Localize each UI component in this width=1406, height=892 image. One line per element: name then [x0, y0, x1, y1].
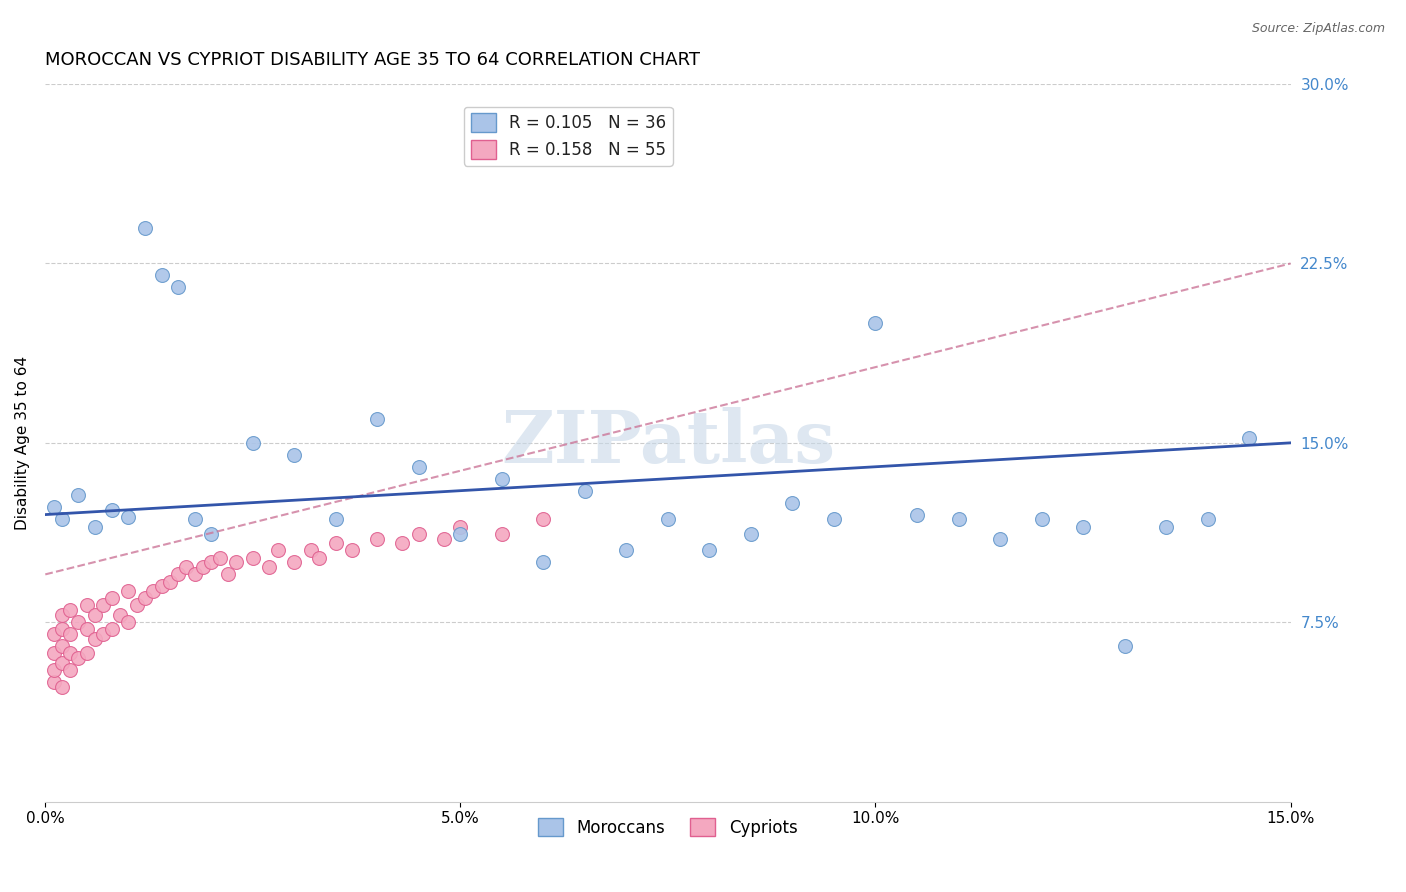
Point — [100, 591, 122, 606]
Point — [574, 483, 596, 498]
Point — [531, 556, 554, 570]
Point — [100, 503, 122, 517]
Point — [823, 512, 845, 526]
Point — [208, 550, 231, 565]
Point — [366, 412, 388, 426]
Text: Source: ZipAtlas.com: Source: ZipAtlas.com — [1251, 22, 1385, 36]
Point — [267, 543, 290, 558]
Point — [84, 632, 107, 646]
Point — [242, 435, 264, 450]
Point — [531, 512, 554, 526]
Point — [84, 608, 107, 623]
Point — [616, 543, 638, 558]
Point — [1237, 431, 1260, 445]
Point — [100, 623, 122, 637]
Point — [242, 550, 264, 565]
Point — [67, 651, 90, 665]
Point — [51, 512, 73, 526]
Point — [42, 500, 65, 515]
Point — [1031, 512, 1053, 526]
Point — [59, 603, 82, 617]
Text: MOROCCAN VS CYPRIOT DISABILITY AGE 35 TO 64 CORRELATION CHART: MOROCCAN VS CYPRIOT DISABILITY AGE 35 TO… — [45, 51, 700, 69]
Point — [76, 623, 98, 637]
Point — [191, 560, 214, 574]
Point — [491, 472, 513, 486]
Point — [948, 512, 970, 526]
Point — [134, 591, 156, 606]
Point — [905, 508, 928, 522]
Point — [1071, 519, 1094, 533]
Point — [1114, 639, 1136, 653]
Point — [117, 584, 139, 599]
Point — [200, 556, 222, 570]
Point — [150, 579, 173, 593]
Point — [1154, 519, 1177, 533]
Point — [225, 556, 247, 570]
Point — [42, 646, 65, 660]
Point — [142, 584, 165, 599]
Y-axis label: Disability Age 35 to 64: Disability Age 35 to 64 — [15, 356, 30, 530]
Point — [167, 567, 190, 582]
Point — [76, 646, 98, 660]
Point — [125, 599, 148, 613]
Point — [259, 560, 281, 574]
Legend: Moroccans, Cypriots: Moroccans, Cypriots — [531, 812, 804, 844]
Point — [159, 574, 181, 589]
Point — [117, 510, 139, 524]
Point — [108, 608, 131, 623]
Point — [76, 599, 98, 613]
Point — [51, 608, 73, 623]
Point — [183, 567, 205, 582]
Point — [51, 680, 73, 694]
Point — [325, 512, 347, 526]
Point — [299, 543, 322, 558]
Point — [167, 280, 190, 294]
Point — [283, 556, 305, 570]
Point — [67, 488, 90, 502]
Point — [176, 560, 198, 574]
Point — [217, 567, 239, 582]
Point — [59, 663, 82, 677]
Point — [366, 532, 388, 546]
Point — [51, 656, 73, 670]
Point — [134, 220, 156, 235]
Point — [491, 526, 513, 541]
Point — [782, 495, 804, 509]
Point — [449, 526, 471, 541]
Point — [988, 532, 1011, 546]
Point — [93, 627, 115, 641]
Point — [93, 599, 115, 613]
Point — [150, 268, 173, 283]
Point — [325, 536, 347, 550]
Point — [1197, 512, 1219, 526]
Point — [342, 543, 364, 558]
Point — [449, 519, 471, 533]
Point — [42, 675, 65, 690]
Point — [51, 623, 73, 637]
Point — [865, 316, 887, 330]
Point — [51, 639, 73, 653]
Point — [391, 536, 413, 550]
Point — [308, 550, 330, 565]
Point — [84, 519, 107, 533]
Point — [67, 615, 90, 630]
Point — [408, 459, 430, 474]
Point — [408, 526, 430, 541]
Point — [117, 615, 139, 630]
Point — [42, 627, 65, 641]
Point — [283, 448, 305, 462]
Point — [183, 512, 205, 526]
Point — [699, 543, 721, 558]
Point — [200, 526, 222, 541]
Point — [59, 627, 82, 641]
Point — [740, 526, 762, 541]
Text: ZIPatlas: ZIPatlas — [501, 408, 835, 478]
Point — [42, 663, 65, 677]
Point — [59, 646, 82, 660]
Point — [433, 532, 456, 546]
Point — [657, 512, 679, 526]
